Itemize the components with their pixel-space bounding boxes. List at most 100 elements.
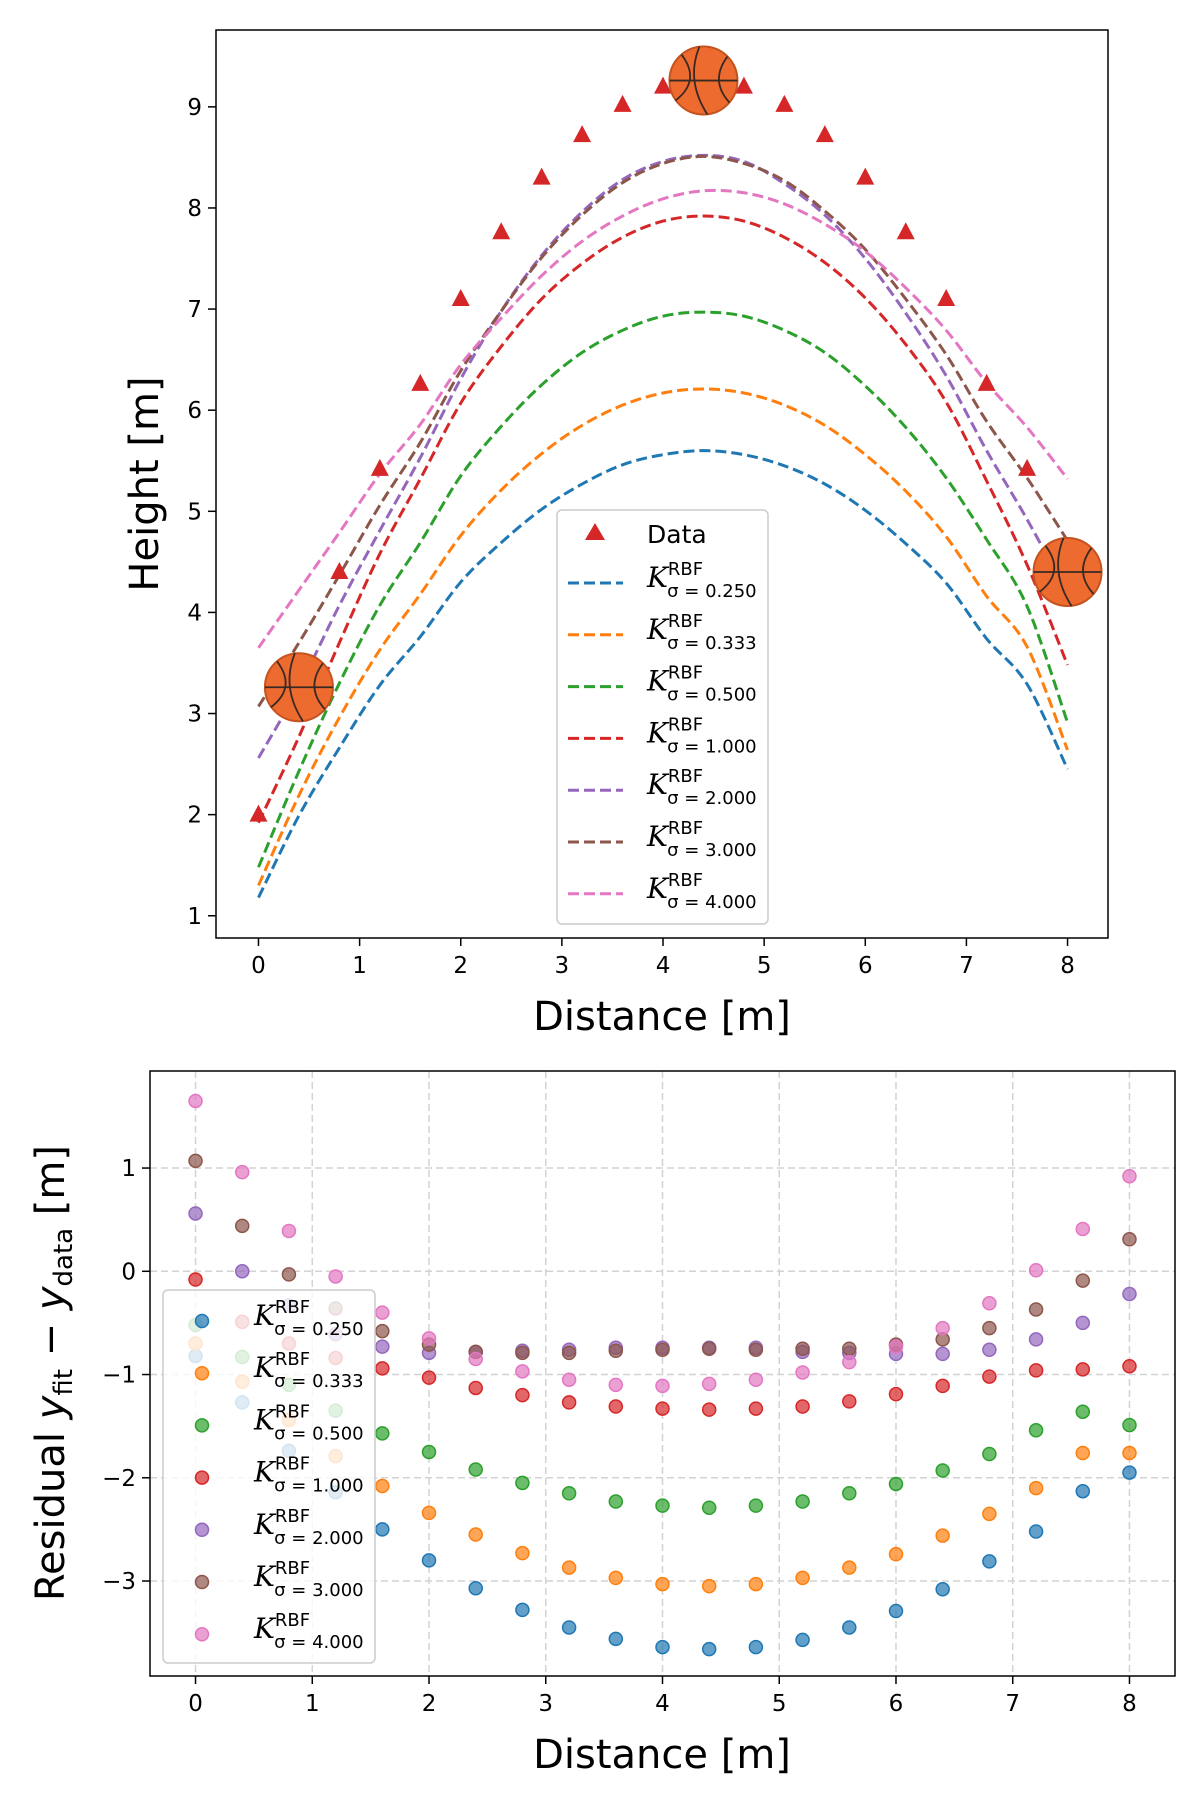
x-tick-label: 7 — [1005, 1691, 1020, 1717]
x-tick-label: 1 — [305, 1691, 320, 1717]
fit-curve-1000 — [257, 214, 1069, 824]
residual-point — [561, 1620, 577, 1635]
y-tick-label: 2 — [187, 803, 202, 829]
residual-point — [375, 1361, 390, 1376]
residual-point — [795, 1365, 810, 1380]
legend-symbol: K — [646, 665, 670, 698]
basketball-icon — [263, 652, 334, 723]
legend-symbol: K — [646, 820, 670, 853]
legend-marker — [194, 1522, 210, 1538]
legend-label: KRBF σ = 1.000 — [253, 1454, 364, 1497]
basketball-seam — [1039, 545, 1055, 593]
residual-point — [1075, 1445, 1091, 1461]
legend-subscript: σ = 3.000 — [274, 1580, 363, 1601]
legend-symbol: K — [646, 872, 670, 905]
residual-point — [561, 1486, 577, 1501]
legend-label: KRBF σ = 4.000 — [646, 870, 757, 913]
residual-point — [188, 1153, 203, 1169]
residual-point — [935, 1463, 950, 1478]
x-tick-label: 7 — [959, 953, 974, 979]
legend-symbol: K — [646, 768, 670, 801]
legend-symbol: K — [646, 716, 670, 749]
basketball-seam — [693, 46, 709, 116]
residual-point — [935, 1582, 950, 1597]
legend-label: KRBF σ = 0.250 — [646, 559, 757, 602]
residual-point — [1028, 1332, 1044, 1347]
data-point-triangle — [977, 373, 996, 391]
y-tick-label: 5 — [187, 499, 202, 525]
residual-point — [795, 1632, 810, 1648]
residual-point — [1028, 1263, 1044, 1278]
residual-point — [421, 1444, 437, 1460]
data-point-triangle — [856, 167, 875, 185]
legend-subscript: σ = 0.500 — [274, 1423, 363, 1444]
bottom-x-axis-label: Distance [m] — [533, 1732, 791, 1778]
y-tick-label: −2 — [102, 1466, 136, 1492]
legend-label: KRBF σ = 0.250 — [253, 1297, 364, 1340]
x-tick-label: 4 — [656, 953, 671, 979]
residual-point — [935, 1378, 950, 1394]
residual-point — [421, 1505, 437, 1521]
x-tick-label: 0 — [251, 953, 266, 979]
residual-point — [468, 1351, 483, 1367]
ylabel-suffix: [m] — [28, 1145, 74, 1228]
residual-point — [795, 1399, 810, 1414]
residual-point — [655, 1378, 670, 1394]
legend-superscript: RBF — [275, 1558, 310, 1579]
residual-point — [982, 1506, 997, 1522]
residual-point — [1075, 1315, 1091, 1331]
data-point-triangle — [1018, 458, 1037, 476]
residual-point — [188, 1093, 203, 1109]
legend-symbol: K — [253, 1508, 277, 1541]
y-tick-label: 6 — [187, 398, 202, 424]
data-point-triangle — [896, 222, 915, 240]
x-tick-label: 8 — [1122, 1691, 1137, 1717]
residual-point — [608, 1399, 624, 1414]
ylabel-prefix: Residual — [28, 1419, 74, 1601]
residual-point — [701, 1402, 717, 1417]
legend-marker — [194, 1418, 210, 1433]
residual-point — [842, 1560, 857, 1575]
residual-point — [748, 1342, 764, 1358]
data-point-triangle — [330, 561, 349, 579]
residual-point — [842, 1486, 857, 1501]
legend-label: KRBF σ = 0.333 — [646, 611, 757, 654]
residual-point — [1028, 1363, 1044, 1378]
legend-label: KRBF σ = 3.000 — [253, 1558, 364, 1601]
residual-point — [982, 1554, 997, 1569]
legend-superscript: RBF — [668, 714, 703, 735]
legend-superscript: RBF — [275, 1401, 310, 1422]
ylabel-y-fit: y — [28, 1394, 74, 1420]
residual-point — [234, 1164, 250, 1180]
x-tick-label: 8 — [1060, 953, 1075, 979]
residual-point — [608, 1631, 624, 1647]
residual-point — [655, 1342, 670, 1358]
basketball-icon — [668, 45, 739, 116]
data-point-triangle — [654, 76, 673, 94]
ylabel-sub-fit: fit — [49, 1369, 79, 1396]
residual-point — [188, 1206, 203, 1221]
y-tick-label: 1 — [121, 1156, 136, 1182]
legend-superscript: RBF — [275, 1297, 310, 1318]
residual-point — [515, 1475, 530, 1491]
residual-point — [1122, 1169, 1137, 1184]
legend-symbol: K — [646, 561, 670, 594]
data-point-triangle — [532, 167, 551, 185]
residual-point — [842, 1354, 857, 1370]
legend-marker — [194, 1313, 210, 1329]
residual-point — [655, 1576, 670, 1592]
data-point-triangle — [775, 94, 794, 112]
y-tick-label: 3 — [187, 702, 202, 728]
x-tick-label: 5 — [757, 953, 772, 979]
plot-frame — [215, 29, 1109, 939]
residual-point — [468, 1527, 483, 1542]
residual-point — [421, 1553, 437, 1568]
residual-point — [982, 1320, 997, 1336]
legend-superscript: RBF — [275, 1610, 310, 1631]
legend-symbol: K — [253, 1612, 277, 1645]
residual-point — [701, 1341, 717, 1356]
residual-point — [515, 1364, 530, 1379]
residual-point — [1122, 1465, 1137, 1480]
